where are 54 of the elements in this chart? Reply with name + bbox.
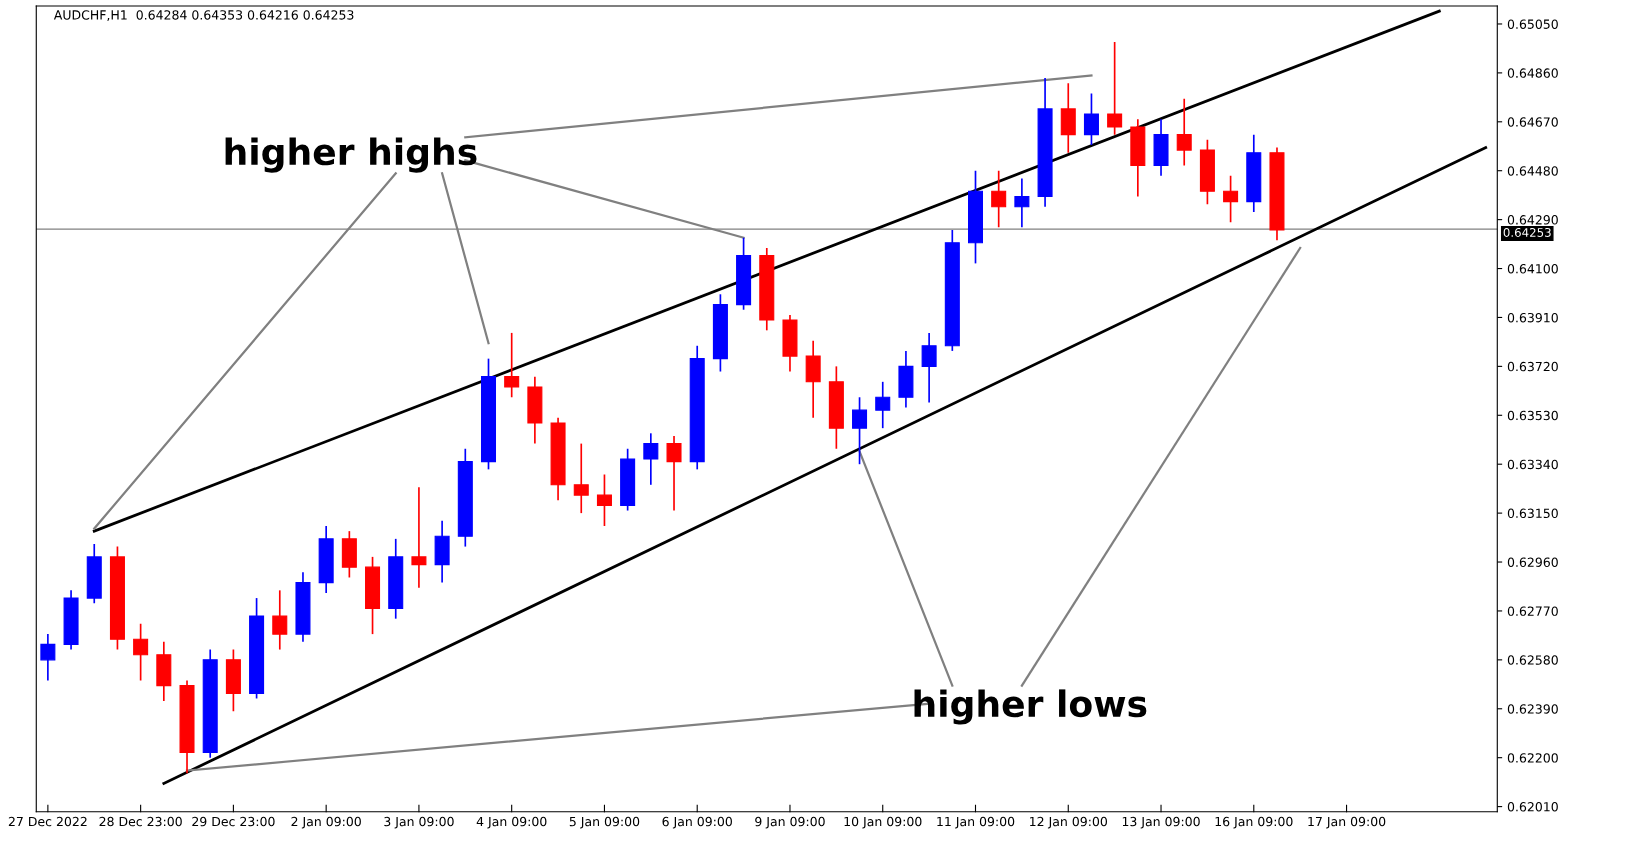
y-tick-label: 0.62960 (1507, 557, 1558, 567)
y-tick-label: 0.64100 (1507, 264, 1558, 274)
candlestick (133, 622, 149, 682)
x-tick-label: 17 Jan 09:00 (1308, 816, 1386, 829)
candlestick (643, 432, 659, 486)
candlestick (921, 332, 937, 404)
candlestick (1014, 177, 1030, 229)
annotation: higher highs (225, 137, 477, 173)
candlestick (852, 396, 868, 466)
candlestick (596, 473, 612, 527)
x-tick-label: 28 Dec 23:00 (99, 816, 182, 827)
y-tick-label: 0.63720 (1507, 361, 1558, 372)
candlestick (1107, 41, 1123, 136)
x-tick-label: 9 Jan 09:00 (755, 816, 825, 829)
y-tick-label: 0.63910 (1507, 312, 1558, 323)
y-tick-label: 0.65050 (1507, 19, 1558, 29)
candlestick (1083, 92, 1099, 146)
y-tick-label: 0.62770 (1507, 606, 1558, 616)
candlestick (1176, 97, 1192, 167)
candlestick (272, 589, 288, 651)
y-tick-label: 0.62010 (1507, 802, 1558, 812)
y-tick-label: 0.63530 (1507, 410, 1558, 421)
y-tick-label: 0.64290 (1507, 215, 1558, 225)
x-tick-label: 29 Dec 23:00 (192, 816, 275, 827)
candlestick (666, 435, 682, 512)
candlestick (40, 633, 56, 682)
candlestick (875, 380, 891, 429)
candlestick (573, 442, 589, 514)
x-tick-label: 27 Dec 2022 (8, 816, 87, 827)
y-tick-label: 0.63340 (1507, 459, 1558, 470)
y-tick-label: 0.63150 (1507, 508, 1558, 519)
ref-line-label: 0.64253 (1503, 227, 1551, 237)
y-tick-label: 0.64670 (1507, 117, 1558, 127)
x-tick-label: 5 Jan 09:00 (569, 816, 640, 829)
candlestick (991, 169, 1007, 229)
x-tick-label: 12 Jan 09:00 (1030, 816, 1108, 829)
candlestick (504, 332, 520, 399)
y-tick-label: 0.64480 (1507, 166, 1558, 176)
x-tick-label: 6 Jan 09:00 (662, 816, 732, 829)
y-tick-label: 0.64860 (1507, 68, 1558, 78)
y-tick-label: 0.62580 (1507, 655, 1558, 665)
x-tick-label: 3 Jan 09:00 (384, 816, 454, 829)
annotation: higher lows (914, 689, 1147, 725)
x-tick-label: 4 Jan 09:00 (476, 816, 547, 829)
candlestick (411, 486, 427, 589)
x-tick-label: 11 Jan 09:00 (937, 816, 1015, 829)
y-tick-label: 0.62390 (1507, 704, 1558, 714)
y-tick-label: 0.62200 (1507, 753, 1558, 763)
candlestick (1223, 175, 1239, 224)
x-tick-label: 13 Jan 09:00 (1122, 816, 1200, 829)
x-tick-label: 16 Jan 09:00 (1215, 816, 1293, 829)
x-tick-label: 2 Jan 09:00 (291, 816, 361, 829)
chart-title: AUDCHF,H1 0.64284 0.64353 0.64216 0.64253 (53, 10, 354, 21)
x-tick-label: 10 Jan 09:00 (844, 816, 922, 829)
